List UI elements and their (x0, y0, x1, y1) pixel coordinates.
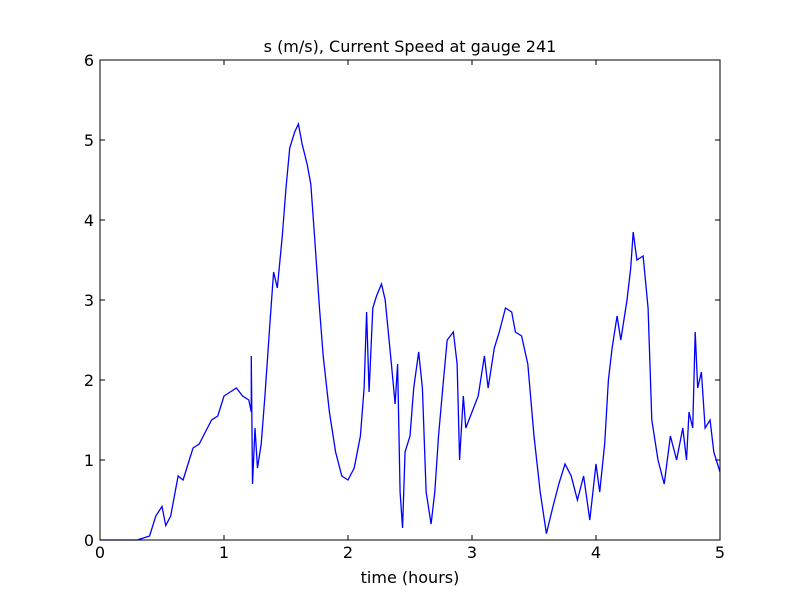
x-tick-label: 2 (343, 543, 353, 562)
x-axis-label: time (hours) (361, 568, 460, 587)
x-tick-label: 3 (467, 543, 477, 562)
x-tick-label: 4 (591, 543, 601, 562)
x-tick-label: 0 (95, 543, 105, 562)
y-tick-label: 2 (84, 371, 94, 390)
y-tick-label: 6 (84, 51, 94, 70)
chart-title: s (m/s), Current Speed at gauge 241 (264, 37, 557, 56)
x-tick-label: 1 (219, 543, 229, 562)
y-tick-label: 4 (84, 211, 94, 230)
y-tick-label: 5 (84, 131, 94, 150)
y-tick-label: 3 (84, 291, 94, 310)
y-tick-label: 0 (84, 531, 94, 550)
x-tick-label: 5 (715, 543, 725, 562)
data-line (100, 121, 721, 541)
y-tick-label: 1 (84, 451, 94, 470)
plot-frame (99, 59, 721, 541)
